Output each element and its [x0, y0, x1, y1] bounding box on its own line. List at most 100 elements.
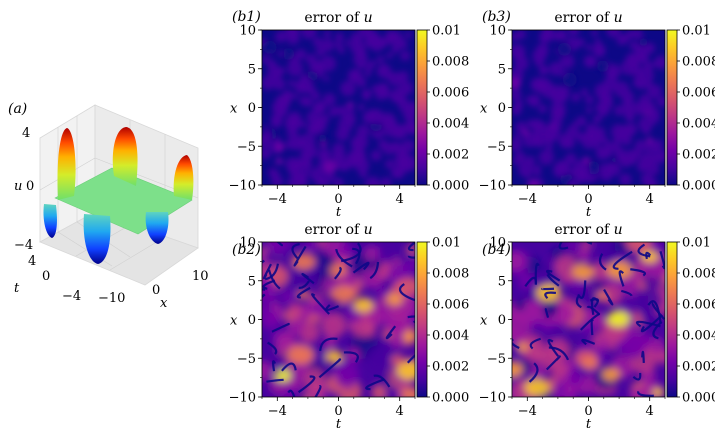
heatmap-blob: [639, 37, 648, 47]
heatmap-contour: [262, 259, 265, 264]
heatmap-title: error of u: [304, 222, 372, 238]
heatmap-hotspot: [517, 342, 530, 352]
heatmap-blob: [571, 92, 581, 102]
heatmap-contour: [558, 242, 569, 250]
heatmap-title: error of u: [554, 222, 622, 238]
heatmap-blob: [287, 175, 303, 185]
heatmap-blob: [384, 30, 398, 43]
heatmap-blob: [397, 70, 409, 82]
x-tick-label: −4: [518, 404, 537, 419]
heatmap-blob: [328, 106, 339, 117]
heatmap-blob: [275, 142, 285, 152]
heatmap-contour: [407, 242, 415, 252]
heatmap-blob: [554, 160, 571, 176]
heatmap-blob: [299, 158, 313, 172]
heatmap-blob: [323, 30, 332, 38]
heatmap-contour: [301, 272, 315, 285]
y-tick-label: 10: [239, 236, 256, 251]
heatmap-blob: [312, 37, 323, 48]
heatmap-blob: [656, 96, 665, 107]
heatmap-blob: [564, 153, 577, 165]
heatmap-blob: [576, 116, 587, 127]
y-tick-label: 10: [489, 236, 506, 251]
colorbar: [666, 241, 678, 398]
heatmap-blob: [262, 147, 272, 160]
heatmap-hotspot: [524, 378, 550, 397]
u-tick-4: 4: [22, 126, 30, 141]
heatmap-blob: [554, 255, 578, 279]
heatmap-contour: [318, 358, 342, 379]
heatmap-blob: [267, 242, 290, 254]
heatmap-blob: [370, 33, 378, 41]
heatmap-hotspot: [626, 242, 652, 253]
heatmap-blob: [585, 106, 593, 114]
heatmap-blob: [572, 120, 579, 127]
heatmap-blob: [595, 127, 606, 138]
y-tick-label: 0: [498, 101, 506, 116]
heatmap-contour: [398, 283, 415, 302]
colorbar-tick-label: 0.008: [682, 55, 715, 70]
heatmap-blob: [584, 95, 595, 105]
heatmap-contour: [529, 337, 542, 350]
panel-label: (b2): [232, 242, 261, 258]
colorbar-tick-label: 0.002: [432, 360, 469, 375]
heatmap-contour: [647, 300, 662, 324]
heatmap-blob: [365, 345, 393, 373]
heatmap-blob: [321, 313, 346, 338]
heatmap-blob: [311, 91, 321, 101]
y-tick-label: −10: [479, 179, 506, 194]
x-axis-label: t: [586, 205, 592, 220]
heatmap-blob: [303, 242, 318, 253]
heatmap-hotspot: [400, 387, 415, 397]
heatmap-field: [262, 242, 415, 397]
heatmap-blob: [616, 33, 628, 46]
heatmap-blob: [339, 104, 355, 120]
y-tick-label: 5: [248, 274, 256, 289]
heatmap-blob: [400, 50, 411, 61]
heatmap-blob: [263, 40, 277, 55]
colorbar-tick-label: 0.006: [432, 298, 469, 313]
heatmap-blob: [404, 31, 412, 39]
heatmap-blob: [525, 155, 536, 166]
heatmap-blob: [653, 60, 660, 68]
heatmap-blob: [631, 148, 642, 159]
heatmap-blob: [364, 69, 372, 77]
heatmap-hotspot: [652, 387, 665, 397]
heatmap-blob: [335, 364, 359, 389]
colorbar-tick-label: 0.01: [432, 236, 461, 251]
heatmap-blob: [512, 324, 523, 347]
heatmap-blob: [335, 127, 350, 141]
heatmap-blob: [340, 80, 356, 97]
heatmap-blob: [363, 245, 380, 262]
surface-troughs: [43, 204, 169, 264]
x-axis-label: t: [336, 417, 342, 432]
heatmap-blob: [512, 251, 526, 271]
heatmap-contour: [659, 250, 665, 270]
y-tick-label: 0: [498, 313, 506, 328]
heatmap-blob: [513, 102, 522, 111]
heatmap-blob: [268, 168, 276, 175]
heatmap-blob: [322, 93, 336, 106]
heatmap-contour: [512, 338, 520, 350]
heatmap-contour: [652, 320, 663, 340]
heatmap-blob: [275, 330, 295, 351]
x-axis-label: t: [336, 205, 342, 220]
heatmap-blob: [287, 111, 302, 127]
heatmap-blob: [349, 39, 365, 55]
heatmap-contour: [271, 322, 290, 333]
heatmap-blob: [533, 164, 542, 172]
heatmap-contour: [262, 279, 276, 290]
y-tick-label: −10: [229, 179, 256, 194]
panel-label: (b4): [482, 242, 511, 258]
heatmap-hotspot: [396, 361, 415, 381]
panel-label: (b1): [232, 9, 261, 25]
heatmap-blob: [337, 46, 346, 54]
y-axis-label: x: [480, 102, 488, 117]
heatmap-blob: [356, 77, 367, 88]
heatmap-blob: [323, 160, 337, 174]
heatmap-blob: [353, 52, 368, 67]
heatmap-blob: [381, 89, 391, 99]
heatmap-blob: [620, 333, 646, 359]
x-tick-label: 4: [396, 404, 404, 419]
heatmap-blob: [613, 146, 625, 157]
